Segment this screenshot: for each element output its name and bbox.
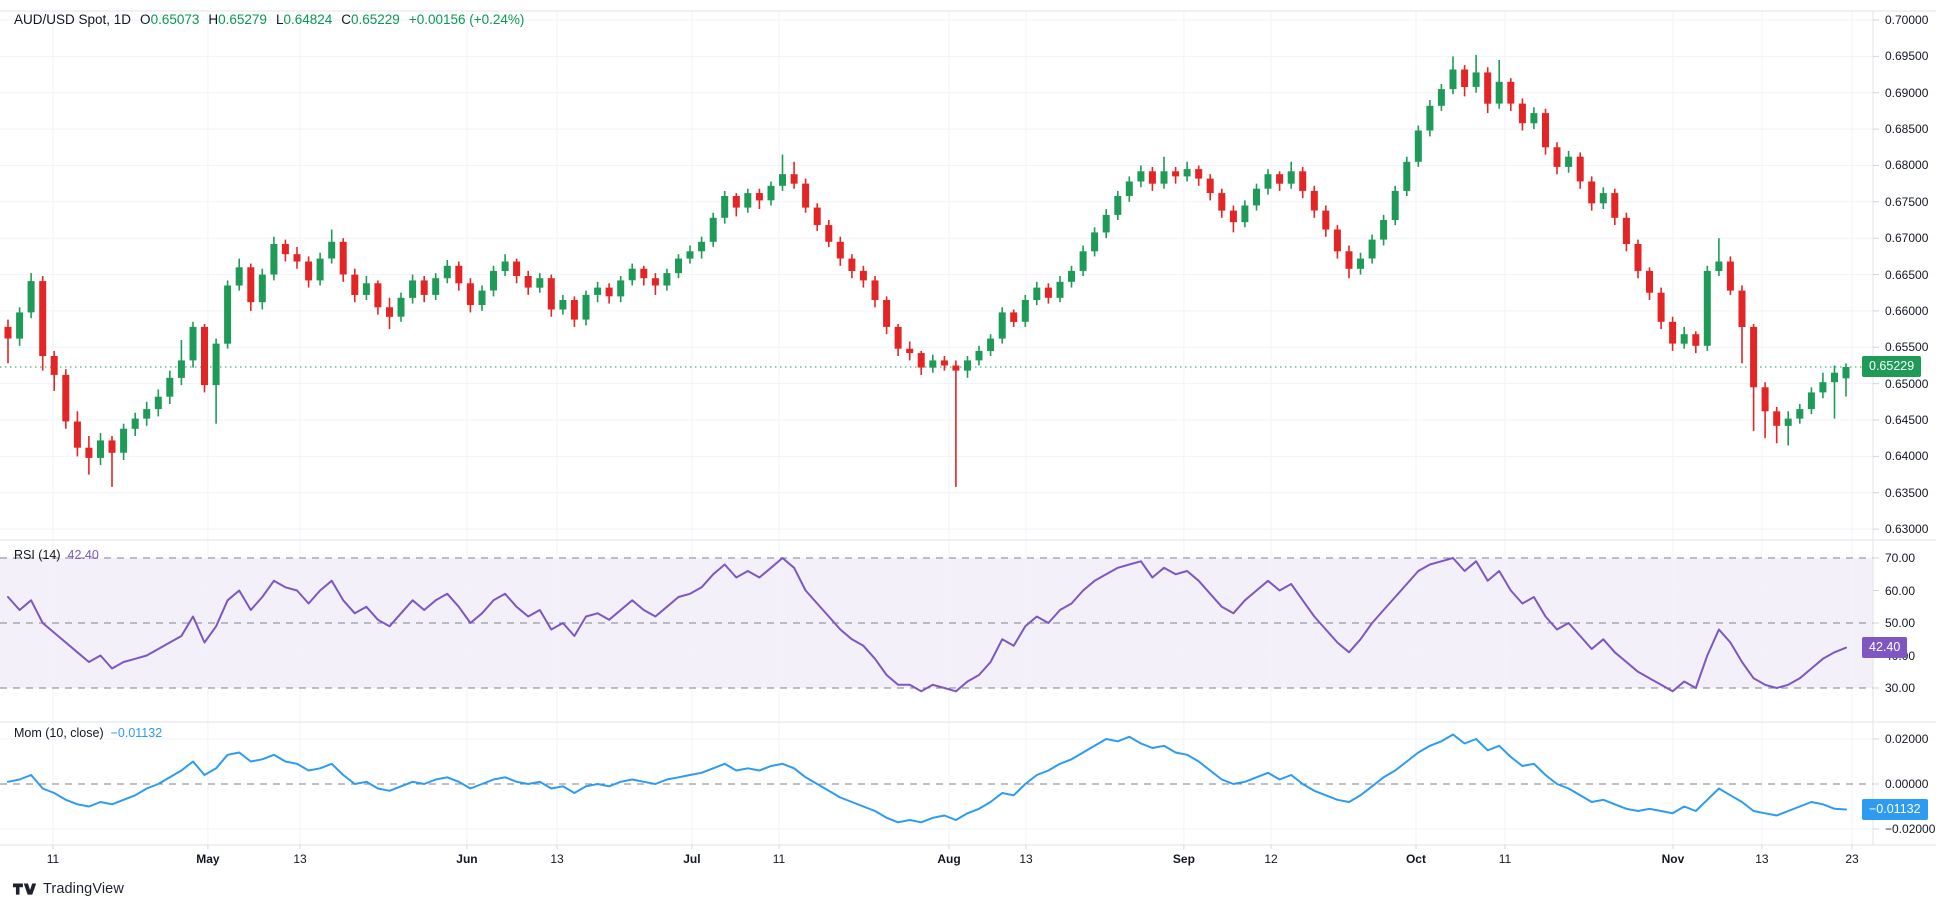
mom-value-badge: −0.01132 — [1862, 798, 1928, 820]
tradingview-attribution[interactable]: TradingView — [13, 881, 124, 897]
last-price-badge: 0.65229 — [1862, 356, 1922, 378]
tradingview-logo-icon — [13, 883, 36, 895]
tradingview-logo-text: TradingView — [43, 881, 124, 897]
rsi-value-badge: 42.40 — [1862, 637, 1908, 659]
